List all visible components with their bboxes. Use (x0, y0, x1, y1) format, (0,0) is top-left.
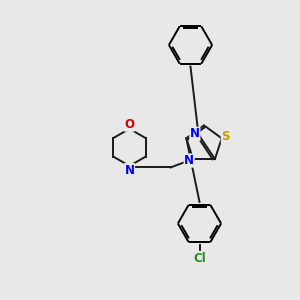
Text: N: N (124, 164, 134, 177)
Text: O: O (124, 118, 134, 131)
Text: Cl: Cl (193, 251, 206, 265)
Text: N: N (184, 154, 194, 167)
Text: N: N (190, 127, 200, 140)
Text: S: S (221, 130, 230, 143)
